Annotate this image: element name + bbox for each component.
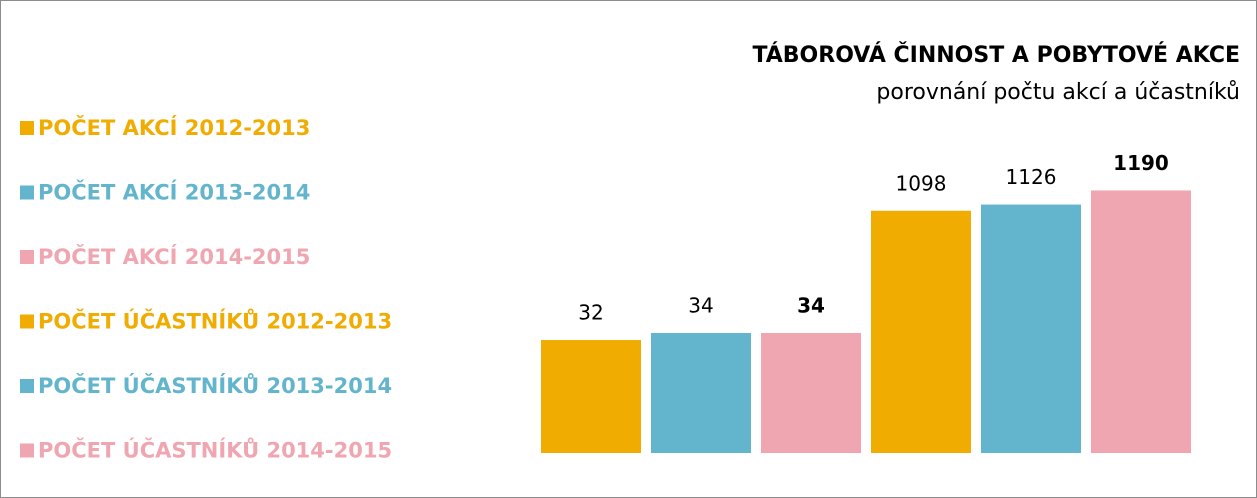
legend-label: POČET ÚČASTNÍKŮ 2014-2015 [38, 438, 392, 463]
bar [761, 332, 861, 453]
value-label: 1098 [896, 171, 947, 195]
value-label: 34 [797, 293, 825, 317]
legend-swatch [20, 443, 34, 458]
bar [981, 204, 1081, 453]
legend-label: POČET AKCÍ 2014-2015 [38, 244, 310, 269]
bar [1091, 190, 1191, 454]
legend-label: POČET AKCÍ 2013-2014 [38, 180, 310, 205]
legend-swatch [20, 250, 34, 264]
bar [651, 332, 751, 453]
legend-label: POČET ÚČASTNÍKŮ 2013-2014 [38, 373, 392, 398]
value-label: 32 [578, 301, 603, 325]
bar [871, 210, 971, 453]
legend-label: POČET ÚČASTNÍKŮ 2012-2013 [38, 309, 392, 334]
legend-swatch [20, 185, 34, 200]
legend-swatch [20, 314, 34, 329]
legend-label: POČET AKCÍ 2012-2013 [38, 115, 310, 140]
chart-title: TÁBOROVÁ ČINNOST A POBYTOVÉ AKCE [752, 42, 1240, 68]
legend-swatch [20, 121, 34, 135]
value-label: 1126 [1006, 165, 1057, 189]
value-label: 34 [688, 293, 713, 317]
bar [541, 340, 641, 453]
chart-subtitle: porovnání počtu akcí a účastníků [876, 80, 1240, 105]
value-label: 1190 [1113, 151, 1169, 175]
legend-swatch [20, 379, 34, 393]
